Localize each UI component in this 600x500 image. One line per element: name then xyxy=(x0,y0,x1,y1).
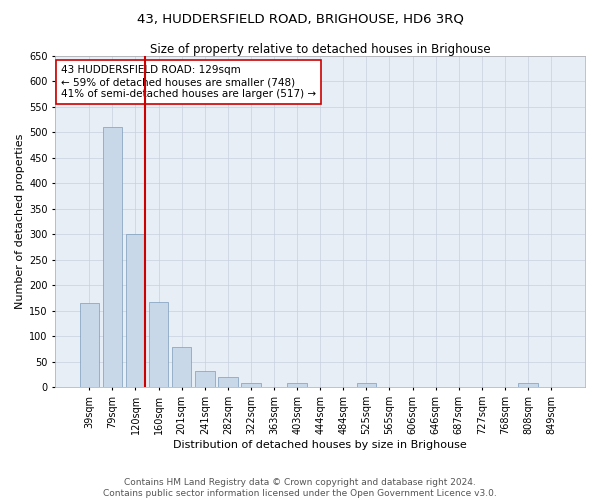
Bar xyxy=(125,234,145,388)
Bar xyxy=(218,377,238,388)
Text: Contains HM Land Registry data © Crown copyright and database right 2024.
Contai: Contains HM Land Registry data © Crown c… xyxy=(103,478,497,498)
Bar xyxy=(518,383,538,388)
Text: 43 HUDDERSFIELD ROAD: 129sqm
← 59% of detached houses are smaller (748)
41% of s: 43 HUDDERSFIELD ROAD: 129sqm ← 59% of de… xyxy=(61,66,316,98)
Bar xyxy=(80,303,99,388)
Bar xyxy=(149,302,169,388)
Bar xyxy=(195,371,215,388)
Y-axis label: Number of detached properties: Number of detached properties xyxy=(15,134,25,309)
Bar xyxy=(103,127,122,388)
Bar xyxy=(287,383,307,388)
Title: Size of property relative to detached houses in Brighouse: Size of property relative to detached ho… xyxy=(150,42,491,56)
Bar xyxy=(356,383,376,388)
Text: 43, HUDDERSFIELD ROAD, BRIGHOUSE, HD6 3RQ: 43, HUDDERSFIELD ROAD, BRIGHOUSE, HD6 3R… xyxy=(137,12,463,26)
Bar xyxy=(241,383,261,388)
Bar xyxy=(172,348,191,388)
X-axis label: Distribution of detached houses by size in Brighouse: Distribution of detached houses by size … xyxy=(173,440,467,450)
